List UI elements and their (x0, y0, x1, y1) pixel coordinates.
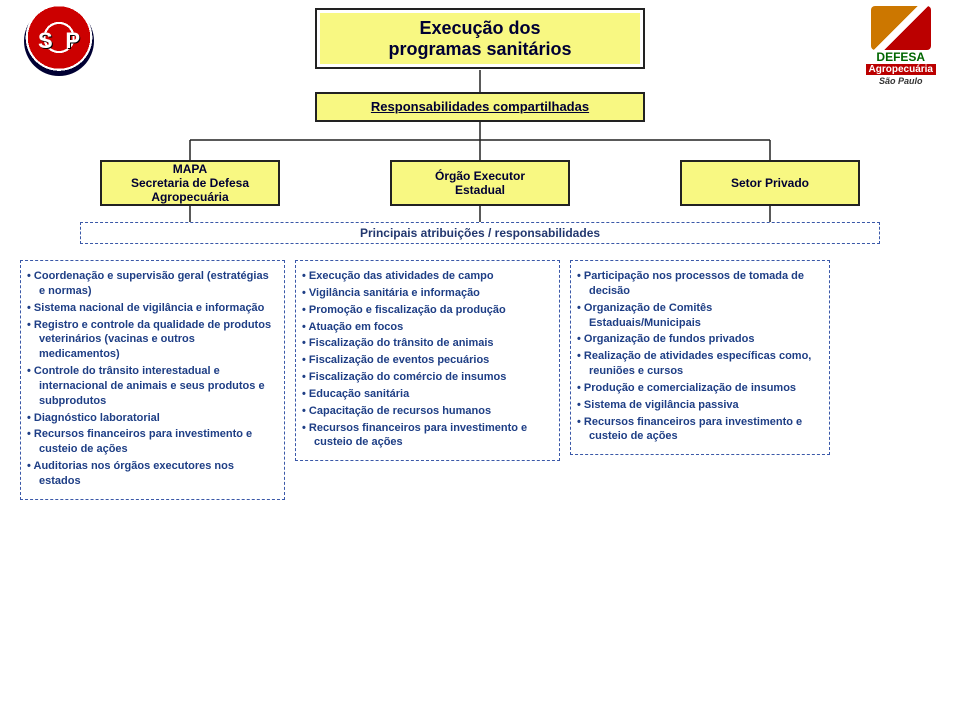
sp-coat-of-arms-logo: SP (24, 6, 104, 86)
subtitle-text: Responsabilidades compartilhadas (371, 99, 589, 114)
actor-left-line2: Secretaria de Defesa (112, 176, 268, 190)
actor-center-line1: Órgão Executor (402, 169, 558, 183)
list-item: Fiscalização do comércio de insumos (302, 370, 549, 385)
list-item: Recursos financeiros para investimento e… (577, 415, 819, 445)
actor-center-line2: Estadual (402, 183, 558, 197)
actor-orgao-executor: Órgão Executor Estadual (390, 160, 570, 206)
list-item: Registro e controle da qualidade de prod… (27, 318, 274, 363)
list-item: Recursos financeiros para investimento e… (302, 421, 549, 451)
list-item: Sistema nacional de vigilância e informa… (27, 301, 274, 316)
list-item: Diagnóstico laboratorial (27, 411, 274, 426)
list-item: Vigilância sanitária e informação (302, 286, 549, 301)
detail-column-mapa: Coordenação e supervisão geral (estratég… (20, 260, 285, 500)
title-box: Execução dos programas sanitários (315, 8, 645, 69)
list-item: Participação nos processos de tomada de … (577, 269, 819, 299)
list-item: Coordenação e supervisão geral (estratég… (27, 269, 274, 299)
logo-right-line1: DEFESA (866, 50, 936, 64)
subtitle-box: Responsabilidades compartilhadas (315, 92, 645, 122)
list-item: Sistema de vigilância passiva (577, 398, 819, 413)
detail-list-center: Execução das atividades de campo Vigilânc… (302, 269, 549, 450)
list-item: Promoção e fiscalização da produção (302, 303, 549, 318)
actor-left-line1: MAPA (112, 162, 268, 176)
list-item: Realização de atividades específicas com… (577, 349, 819, 379)
detail-column-privado: Participação nos processos de tomada de … (570, 260, 830, 455)
detail-list-left: Coordenação e supervisão geral (estratég… (27, 269, 274, 489)
list-item: Atuação em focos (302, 320, 549, 335)
actor-left-line3: Agropecuária (112, 190, 268, 204)
detail-column-orgao: Execução das atividades de campo Vigilânc… (295, 260, 560, 461)
list-item: Capacitação de recursos humanos (302, 404, 549, 419)
actor-right-line1: Setor Privado (692, 176, 848, 190)
list-item: Fiscalização do trânsito de animais (302, 336, 549, 351)
list-item: Controle do trânsito interestadual e int… (27, 364, 274, 409)
list-item: Educação sanitária (302, 387, 549, 402)
title-line2: programas sanitários (327, 39, 633, 60)
list-item: Execução das atividades de campo (302, 269, 549, 284)
logo-right-line3: São Paulo (866, 76, 936, 86)
list-item: Produção e comercialização de insumos (577, 381, 819, 396)
middle-bar: Principais atribuições / responsabilidad… (80, 222, 880, 244)
list-item: Organização de Comitês Estaduais/Municip… (577, 301, 819, 331)
detail-list-right: Participação nos processos de tomada de … (577, 269, 819, 444)
actor-mapa: MAPA Secretaria de Defesa Agropecuária (100, 160, 280, 206)
list-item: Organização de fundos privados (577, 332, 819, 347)
actor-setor-privado: Setor Privado (680, 160, 860, 206)
list-item: Recursos financeiros para investimento e… (27, 427, 274, 457)
list-item: Fiscalização de eventos pecuários (302, 353, 549, 368)
title-line1: Execução dos (327, 18, 633, 39)
defesa-agropecuaria-logo: DEFESA Agropecuária São Paulo (866, 6, 936, 86)
list-item: Auditorias nos órgãos executores nos est… (27, 459, 274, 489)
logo-right-line2: Agropecuária (866, 64, 936, 75)
middle-bar-text: Principais atribuições / responsabilidad… (360, 226, 600, 240)
